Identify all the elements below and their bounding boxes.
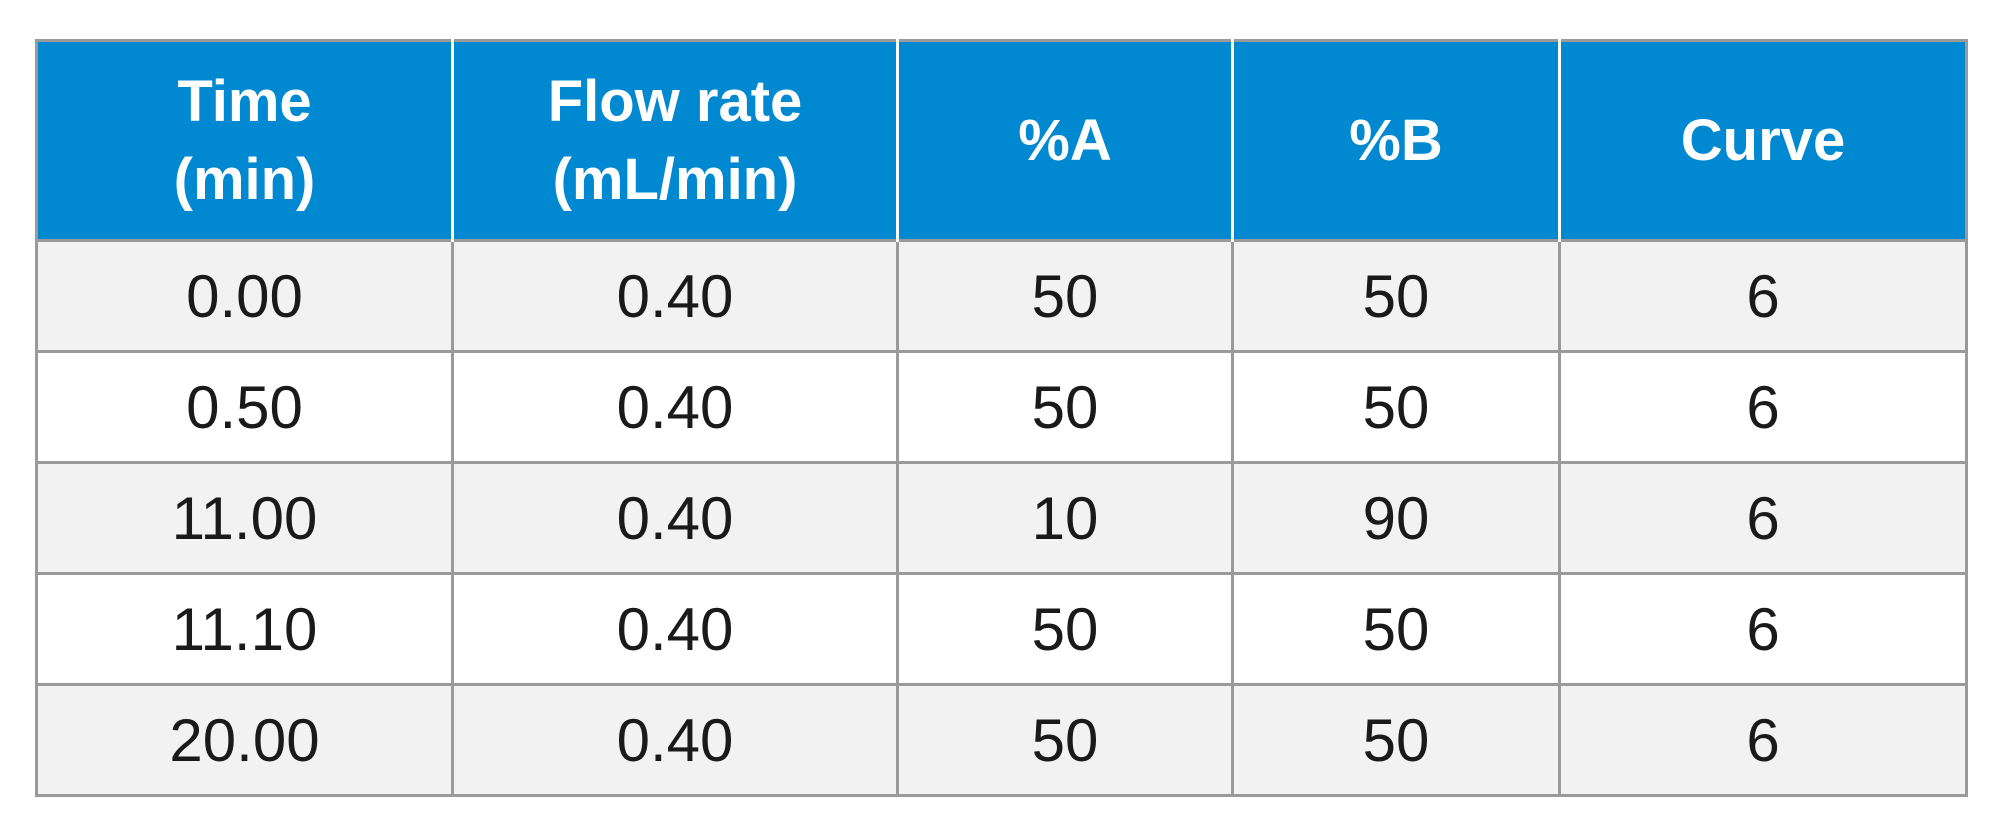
table-header: Time (min) Flow rate (mL/min) %A %B Curv… [36,40,1967,241]
table-row: 0.50 0.40 50 50 6 [35,350,1968,464]
cell-time: 11.00 [35,461,454,575]
cell-curve: 6 [1558,239,1968,353]
header-flow-rate-label: Flow rate [547,68,803,134]
cell-percent-a: 50 [896,683,1234,797]
header-time-unit: (min) [173,146,316,212]
table-body: 0.00 0.40 50 50 6 0.50 0.40 50 50 6 11.0… [35,239,1968,797]
cell-flow-rate: 0.40 [451,683,899,797]
table-row: 20.00 0.40 50 50 6 [35,683,1968,797]
header-time: Time (min) [36,40,454,241]
cell-curve: 6 [1558,461,1968,575]
table-row: 0.00 0.40 50 50 6 [35,239,1968,353]
table-row: 11.00 0.40 10 90 6 [35,461,1968,575]
cell-flow-rate: 0.40 [451,572,899,686]
header-row: Time (min) Flow rate (mL/min) %A %B Curv… [36,40,1967,241]
cell-percent-b: 90 [1231,461,1561,575]
header-curve-label: Curve [1680,107,1846,173]
cell-percent-a: 50 [896,350,1234,464]
cell-flow-rate: 0.40 [451,350,899,464]
cell-time: 20.00 [35,683,454,797]
cell-time: 11.10 [35,572,454,686]
header-percent-b-label: %B [1349,107,1443,173]
cell-flow-rate: 0.40 [451,239,899,353]
header-curve: Curve [1558,40,1967,241]
cell-percent-a: 50 [896,239,1234,353]
cell-time: 0.00 [35,239,454,353]
header-percent-a-label: %A [1018,107,1112,173]
header-flow-rate: Flow rate (mL/min) [451,40,899,241]
cell-percent-a: 50 [896,572,1234,686]
cell-curve: 6 [1558,350,1968,464]
header-percent-a: %A [896,40,1234,241]
cell-percent-b: 50 [1231,683,1561,797]
table-row: 11.10 0.40 50 50 6 [35,572,1968,686]
cell-curve: 6 [1558,572,1968,686]
cell-percent-b: 50 [1231,239,1561,353]
header-percent-b: %B [1231,40,1561,241]
cell-percent-a: 10 [896,461,1234,575]
cell-time: 0.50 [35,350,454,464]
cell-percent-b: 50 [1231,572,1561,686]
header-flow-rate-unit: (mL/min) [552,146,798,212]
cell-percent-b: 50 [1231,350,1561,464]
gradient-table: Time (min) Flow rate (mL/min) %A %B Curv… [35,39,1968,797]
header-time-label: Time [177,68,312,134]
cell-curve: 6 [1558,683,1968,797]
cell-flow-rate: 0.40 [451,461,899,575]
